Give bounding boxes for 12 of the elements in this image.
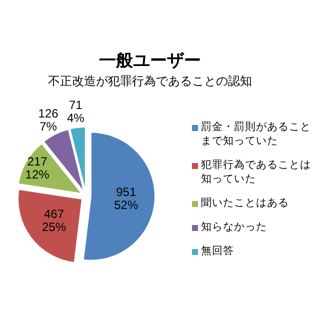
data-label: 217 12%: [25, 154, 50, 182]
data-label: 71 4%: [67, 98, 85, 126]
legend-label: 無回答: [201, 244, 234, 258]
data-label: 467 25%: [42, 206, 66, 234]
chart-title: 一般ユーザー: [99, 51, 201, 70]
data-label: 951 52%: [114, 184, 138, 212]
data-label: 126 7%: [38, 106, 59, 134]
legend-label: 罰金・罰則があることまで知っていた: [201, 120, 312, 148]
legend-label: 犯罪行為であることは知っていた: [201, 158, 312, 186]
legend-label: 知らなかった: [201, 220, 267, 234]
legend-label: 聞いたことはある: [201, 196, 289, 210]
chart-subtitle: 不正改造が犯罪行為であることの認知: [48, 74, 252, 88]
